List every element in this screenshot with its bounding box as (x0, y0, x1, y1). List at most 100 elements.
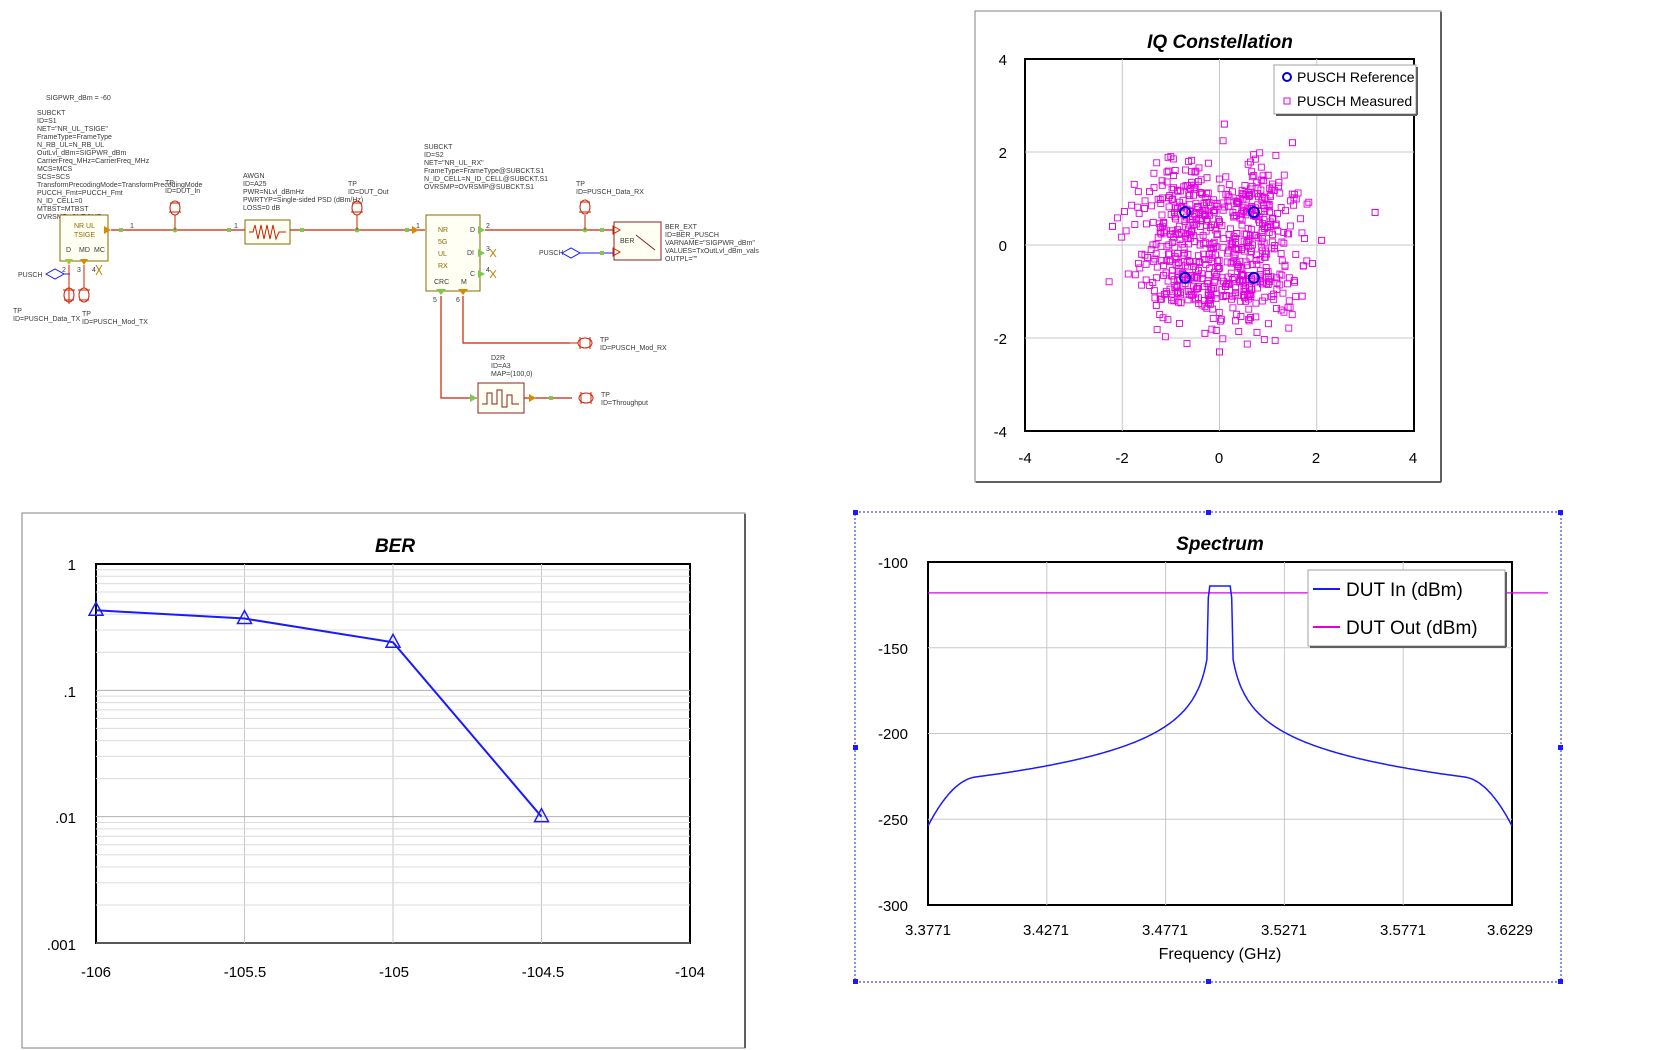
iq-measured-point (1201, 303, 1209, 311)
ber-x-tick: -106 (81, 964, 111, 981)
iq-measured-point (1259, 220, 1267, 228)
iq-measured-point (1239, 191, 1247, 199)
iq-legend: PUSCH Reference PUSCH Measured (1273, 64, 1418, 116)
iq-measured-point (1280, 171, 1288, 179)
iq-measured-point (1261, 253, 1269, 261)
spectrum-y-tick: -200 (878, 726, 908, 743)
iq-measured-point (1163, 290, 1171, 297)
iq-measured-point (1149, 279, 1157, 287)
iq-measured-point (1219, 137, 1227, 145)
spectrum-xlabel: Frequency (GHz) (1159, 946, 1282, 963)
iq-measured-point (1164, 316, 1172, 324)
ber-plot-window[interactable]: BER 1 .1 .01 .001 -106 -105.5 -105 -104.… (21, 512, 746, 1049)
d2r-params: D2R ID=A3 MAP=(100,0) (491, 355, 532, 378)
iq-measured-point (1196, 188, 1204, 196)
svg-text:3: 3 (486, 246, 490, 253)
iq-measured-point (1277, 306, 1285, 314)
iq-measured-point (1309, 260, 1316, 268)
iq-measured-point (1156, 195, 1164, 203)
iq-measured-point (1254, 284, 1261, 292)
iq-measured-point (1157, 242, 1165, 250)
svg-text:RX: RX (438, 263, 448, 270)
iq-measured-point (1195, 266, 1202, 274)
svg-text:MTBST=MTBST: MTBST=MTBST (37, 206, 89, 213)
iq-measured-point (1168, 239, 1176, 246)
tp-pusch-mod-rx[interactable]: TP ID=PUSCH_Mod_RX (570, 337, 667, 352)
spectrum-y-tick: -150 (878, 641, 908, 658)
iq-measured-point (1186, 291, 1194, 299)
iq-measured-point (1205, 250, 1213, 258)
tp-pusch-data-tx[interactable]: TP ID=PUSCH_Data_TX (13, 265, 80, 323)
rx-subcircuit-block[interactable]: NR 5G UL RX CRC D DI C M 2 3 4 5 6 (425, 214, 497, 304)
iq-measured-point (1209, 239, 1217, 247)
svg-text:2: 2 (62, 267, 66, 274)
awgn-block[interactable] (244, 219, 291, 245)
iq-measured-point (1105, 278, 1113, 286)
iq-measured-point (1301, 235, 1308, 242)
iq-measured-point (1230, 213, 1238, 221)
iq-measured-point (1244, 160, 1252, 168)
iq-measured-point (1170, 184, 1178, 192)
resize-handle (1558, 979, 1563, 984)
iq-measured-point (1152, 240, 1160, 248)
iq-measured-point (1142, 220, 1150, 228)
iq-measured-point (1131, 221, 1139, 228)
resize-handle (1558, 510, 1563, 515)
tp-dut-in[interactable]: TP ID=DUT_In (165, 180, 200, 230)
svg-text:ID=PUSCH_Data_TX: ID=PUSCH_Data_TX (13, 316, 80, 323)
legend-measured-marker (1283, 97, 1291, 105)
spectrum-x-tick: 3.5771 (1380, 922, 1426, 939)
iq-measured-point (1130, 180, 1138, 188)
svg-text:ID=S2: ID=S2 (424, 152, 444, 159)
tp-dut-out[interactable]: TP ID=DUT_Out (348, 181, 389, 230)
iq-measured-point (1174, 259, 1182, 267)
legend-dut-in-label: DUT In (dBm) (1346, 580, 1463, 601)
ber-x-tick: -104 (675, 964, 705, 981)
d2r-block[interactable] (477, 382, 525, 414)
wire-mod-rx (462, 296, 570, 344)
iq-measured-point (1223, 258, 1231, 266)
iq-measured-point (1240, 292, 1247, 300)
iq-measured-point (1201, 283, 1208, 291)
pusch-ref-port[interactable]: PUSCH (539, 247, 613, 259)
schematic-canvas[interactable]: SIGPWR_dBm = -60 SUBCKT ID=S1 NET="NR_UL… (0, 0, 800, 450)
ber-ext-block[interactable]: BER BER_EXT ID=BER_PUSCH VARNAME="SIGPWR… (612, 221, 759, 263)
iq-measured-point (1234, 198, 1242, 206)
iq-measured-point (1271, 337, 1279, 345)
awgn-params: AWGN ID=A25 PWR=NLvl_dBmHz PWRTYP=Single… (243, 173, 363, 212)
spectrum-x-tick: 3.4271 (1023, 922, 1069, 939)
svg-text:ID=DUT_Out: ID=DUT_Out (348, 189, 389, 196)
iq-measured-point (1260, 194, 1268, 202)
iq-measured-point (1252, 231, 1260, 239)
tp-throughput[interactable]: TP ID=Throughput (578, 392, 648, 407)
iq-measured-point (1192, 167, 1200, 175)
iq-measured-point (1158, 257, 1166, 265)
svg-text:ID=Throughput: ID=Throughput (601, 400, 648, 407)
iq-measured-point (1263, 223, 1271, 231)
iq-reference-point (1247, 271, 1260, 284)
tp-pusch-data-rx[interactable]: TP ID=PUSCH_Data_RX (576, 181, 644, 230)
selection-handles[interactable] (853, 510, 1563, 984)
spectrum-plot-title: Spectrum (1176, 534, 1264, 555)
svg-text:ID=DUT_In: ID=DUT_In (165, 188, 200, 195)
iq-measured-point (1209, 196, 1217, 204)
ber-point (384, 632, 402, 649)
iq-measured-point (1180, 252, 1188, 259)
svg-text:DI: DI (467, 250, 474, 257)
ber-line (95, 609, 543, 818)
iq-measured-point (1257, 163, 1265, 171)
iq-measured-point (1286, 222, 1294, 230)
iq-measured-point (1188, 156, 1196, 164)
iq-measured-point (1167, 296, 1175, 304)
iq-measured-point (1231, 291, 1239, 299)
tx-subcircuit-block[interactable]: NR UL TSIGE D MD MC 2 3 4 (59, 214, 111, 276)
spectrum-plot-window[interactable]: Spectrum -100 -150 -200 -250 -300 3.3771… (853, 510, 1563, 984)
svg-text:NR UL: NR UL (74, 223, 95, 230)
iq-measured-point (1208, 284, 1216, 292)
iq-measured-point (1223, 291, 1231, 299)
iq-measured-point (1144, 254, 1151, 261)
iq-measured-point (1172, 261, 1180, 269)
iq-plot-window[interactable]: IQ Constellation -4 -2 0 2 4 4 2 0 -2 -4… (974, 10, 1442, 483)
tp-pusch-mod-tx[interactable]: TP ID=PUSCH_Mod_TX (78, 265, 148, 326)
svg-text:CRC: CRC (434, 279, 449, 286)
